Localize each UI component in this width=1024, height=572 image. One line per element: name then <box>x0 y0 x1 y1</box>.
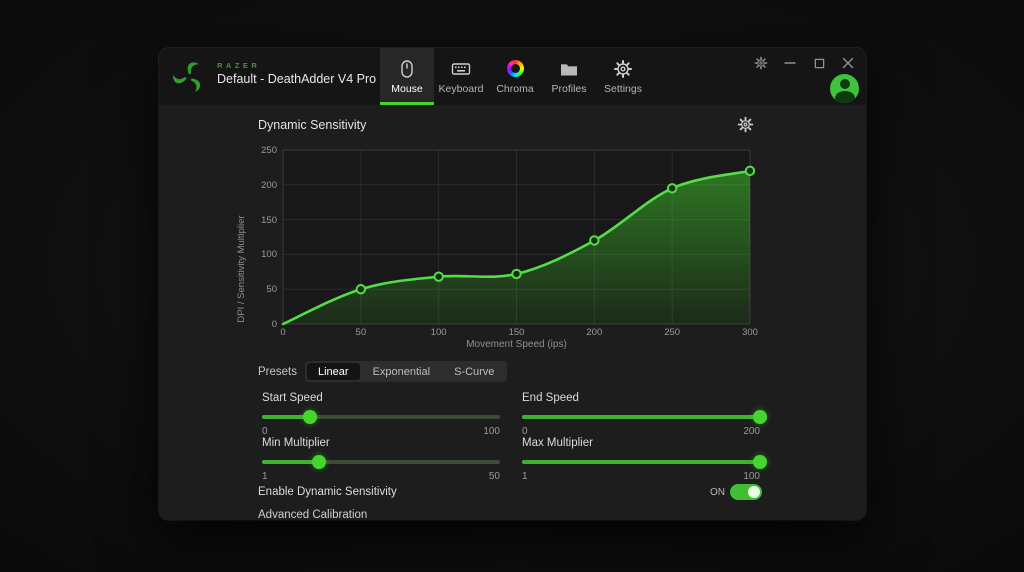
x-tick-label: 200 <box>586 327 603 338</box>
x-tick-label: 250 <box>664 327 681 338</box>
x-tick-label: 150 <box>508 327 525 338</box>
close-icon[interactable] <box>838 53 858 73</box>
next-section-label-clipped: Advanced Calibration <box>258 509 368 520</box>
presets-label: Presets <box>258 366 297 378</box>
y-tick-label: 0 <box>271 319 277 330</box>
folder-icon <box>559 59 579 79</box>
tab-label: Chroma <box>496 82 534 95</box>
preset-scurve-button[interactable]: S-Curve <box>454 365 495 378</box>
brand-text: RAZER <box>217 61 261 70</box>
preset-linear-button[interactable]: Linear <box>307 363 360 380</box>
user-avatar[interactable] <box>830 74 859 103</box>
profile-name: Default - DeathAdder V4 Pro <box>217 72 377 86</box>
chroma-ring-icon <box>505 59 525 79</box>
curve-control-point[interactable] <box>666 183 678 194</box>
tab-mouse[interactable]: Mouse <box>380 48 434 105</box>
presets-segmented-control: Linear Exponential S-Curve <box>305 361 508 382</box>
main-nav-tabs: Mouse Keyboard Chroma Profiles <box>380 48 650 105</box>
tab-profiles[interactable]: Profiles <box>542 48 596 105</box>
y-tick-label: 200 <box>261 179 277 191</box>
app-window: RAZER Default - DeathAdder V4 Pro Mouse … <box>159 48 866 520</box>
profile-selector[interactable]: Default - DeathAdder V4 Pro <box>217 72 394 86</box>
y-tick-label: 50 <box>266 284 277 296</box>
y-tick-label: 100 <box>261 249 277 261</box>
tab-settings[interactable]: Settings <box>596 48 650 105</box>
sensitivity-curve-plot[interactable] <box>281 149 756 326</box>
tab-label: Keyboard <box>438 82 484 95</box>
window-controls <box>751 53 858 73</box>
max-multiplier-max: 100 <box>743 471 760 482</box>
tab-keyboard[interactable]: Keyboard <box>434 48 488 105</box>
enable-dynamic-sensitivity-toggle[interactable] <box>730 484 762 500</box>
x-tick-label: 0 <box>280 327 286 338</box>
start-speed-slider[interactable] <box>262 410 500 424</box>
mouse-icon <box>397 59 417 79</box>
x-tick-label: 300 <box>742 327 758 338</box>
curve-control-point[interactable] <box>589 235 600 246</box>
slider-thumb[interactable] <box>302 410 317 424</box>
end-speed-slider[interactable] <box>522 410 767 424</box>
settings-gear-button[interactable] <box>751 53 771 73</box>
enable-dynamic-sensitivity-label: Enable Dynamic Sensitivity <box>258 486 397 498</box>
curve-control-point[interactable] <box>511 268 522 280</box>
page-title: Dynamic Sensitivity <box>258 118 367 132</box>
x-axis-label: Movement Speed (ips) <box>466 339 567 350</box>
end-speed-min: 0 <box>522 426 528 437</box>
end-speed-max: 200 <box>743 426 760 437</box>
start-speed-min: 0 <box>262 426 268 437</box>
curve-area-fill <box>283 170 750 324</box>
minimize-icon[interactable] <box>780 53 800 73</box>
curve-control-point[interactable] <box>355 284 367 295</box>
toggle-knob <box>748 486 760 498</box>
razer-logo-icon <box>172 62 201 93</box>
gear-icon <box>613 59 633 79</box>
min-multiplier-min: 1 <box>262 471 268 482</box>
tab-label: Settings <box>604 82 642 95</box>
top-bar: RAZER Default - DeathAdder V4 Pro Mouse … <box>159 48 866 105</box>
start-speed-max: 100 <box>483 426 500 437</box>
toggle-state-text: ON <box>710 487 725 498</box>
min-multiplier-slider[interactable] <box>262 455 500 469</box>
mouse-settings-panel: Dynamic Sensitivity DPI / Sensitivity Mu… <box>159 105 866 520</box>
curve-control-point[interactable] <box>744 165 756 177</box>
x-tick-label: 50 <box>355 327 367 338</box>
x-tick-label: 100 <box>430 327 447 338</box>
min-multiplier-max: 50 <box>488 471 500 482</box>
tab-label: Profiles <box>551 82 587 95</box>
keyboard-icon <box>451 59 471 79</box>
max-multiplier-label: Max Multiplier <box>522 437 593 449</box>
curve-control-point[interactable] <box>433 271 444 282</box>
y-tick-label: 250 <box>261 145 277 156</box>
min-multiplier-label: Min Multiplier <box>262 437 330 449</box>
slider-thumb[interactable] <box>312 455 327 469</box>
tab-label: Mouse <box>391 82 423 95</box>
tab-chroma[interactable]: Chroma <box>488 48 542 105</box>
maximize-icon[interactable] <box>809 53 829 73</box>
max-multiplier-slider[interactable] <box>522 455 767 469</box>
slider-thumb[interactable] <box>753 455 767 469</box>
start-speed-label: Start Speed <box>262 392 323 404</box>
max-multiplier-min: 1 <box>522 471 528 482</box>
y-tick-label: 150 <box>261 214 277 226</box>
end-speed-label: End Speed <box>522 392 579 404</box>
chart-settings-gear-icon[interactable] <box>737 116 754 133</box>
preset-exponential-button[interactable]: Exponential <box>372 365 431 378</box>
slider-thumb[interactable] <box>753 410 767 424</box>
